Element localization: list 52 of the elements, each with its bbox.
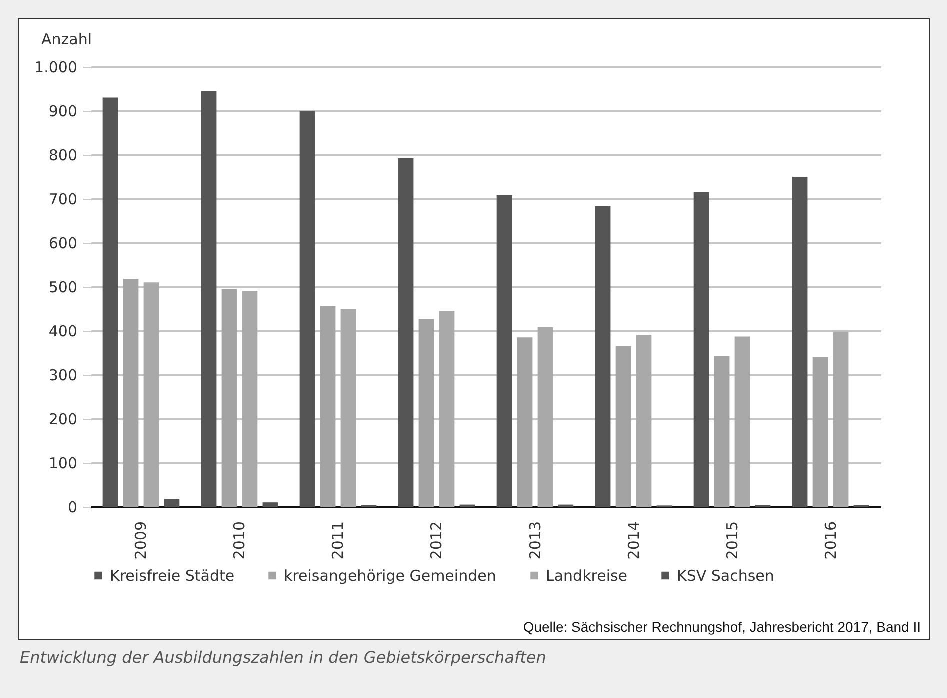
legend-label: Landkreise: [546, 566, 628, 585]
x-tick-label: 2010: [230, 522, 249, 560]
bar: [398, 158, 414, 507]
y-tick-label: 700: [48, 190, 78, 208]
x-tick-label: 2015: [723, 522, 742, 560]
bar: [538, 327, 554, 507]
bar: [242, 290, 258, 507]
bar: [812, 357, 828, 507]
y-tick-label: 300: [48, 366, 78, 384]
source-note: Quelle: Sächsischer Rechnungshof, Jahresbericht 2017, Band II: [523, 619, 921, 635]
x-tick-label: 2016: [822, 522, 840, 560]
bar: [102, 98, 118, 507]
bar: [636, 334, 652, 507]
bar: [833, 332, 849, 507]
legend-label: kreisangehörige Gemeinden: [284, 566, 496, 585]
bar: [595, 206, 611, 507]
x-tick-label: 2012: [428, 522, 446, 560]
y-tick-label: 1.000: [34, 58, 78, 76]
y-axis-title: Anzahl: [42, 30, 92, 48]
bar: [222, 289, 238, 507]
bar: [164, 499, 180, 507]
bar: [300, 111, 316, 507]
bar: [714, 356, 730, 507]
bar: [616, 346, 632, 507]
x-tick-label: 2011: [329, 522, 348, 560]
bar: [144, 282, 160, 507]
y-tick-label: 0: [68, 498, 78, 516]
bar: [201, 91, 217, 507]
bar: [792, 177, 808, 507]
y-tick-label: 600: [48, 234, 78, 252]
bar: [439, 311, 455, 507]
y-tick-label: 200: [48, 410, 78, 428]
bar: [340, 309, 356, 507]
bar: [694, 192, 710, 507]
y-tick-label: 800: [48, 146, 78, 164]
legend-label: Kreisfreie Städte: [110, 566, 235, 585]
bar: [320, 306, 336, 507]
bar: [418, 319, 434, 507]
bar: [517, 338, 533, 507]
y-tick-label: 500: [48, 278, 78, 296]
x-tick-label: 2009: [132, 522, 150, 560]
bar: [734, 336, 750, 507]
y-tick-label: 400: [48, 322, 78, 340]
legend-label: KSV Sachsen: [677, 566, 774, 585]
bar: [496, 195, 512, 507]
y-tick-label: 100: [48, 454, 78, 472]
x-tick-label: 2013: [526, 522, 544, 560]
x-tick-label: 2014: [624, 522, 643, 560]
y-tick-label: 900: [48, 102, 78, 120]
bar: [123, 279, 139, 507]
bar: [262, 502, 278, 507]
text: Entwicklung der Ausbildungszahlen in den Gebietskörperschaften: [20, 648, 546, 667]
